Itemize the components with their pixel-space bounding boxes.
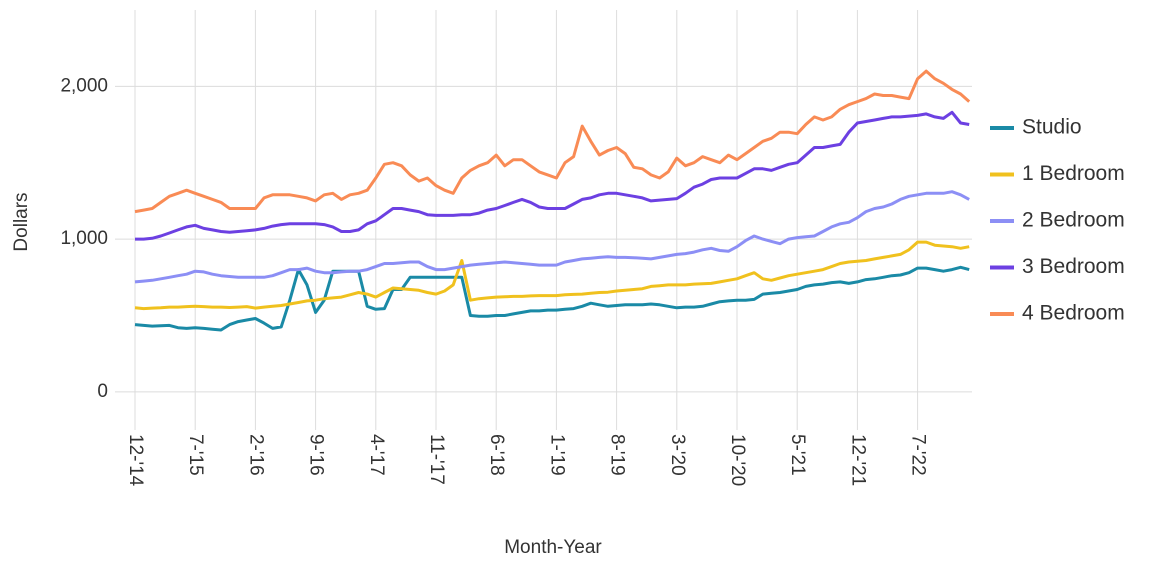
- legend-label: 2 Bedroom: [1022, 209, 1125, 232]
- y-axis-label: Dollars: [11, 192, 32, 251]
- x-axis-label: Month-Year: [504, 537, 602, 558]
- legend-label: 4 Bedroom: [1022, 302, 1125, 325]
- x-tick-label: 7-'15: [185, 434, 206, 476]
- x-tick-label: 5-'21: [787, 434, 808, 476]
- x-tick-label: 8-'19: [607, 434, 628, 476]
- x-tick-label: 12-'21: [847, 434, 868, 486]
- x-tick-label: 3-'20: [667, 434, 688, 476]
- x-tick-label: 1-'19: [546, 434, 567, 476]
- x-tick-label: 7-'22: [908, 434, 929, 476]
- series-line: [134, 69, 971, 214]
- y-tick-label: 1,000: [60, 228, 108, 249]
- x-tick-label: 12-'14: [125, 434, 146, 487]
- y-tick-label: 2,000: [60, 75, 108, 96]
- y-tick-label: 0: [97, 381, 108, 402]
- series-line: [134, 265, 970, 332]
- series-line: [134, 240, 970, 311]
- x-tick-label: 2-'16: [245, 434, 266, 476]
- series-line: [134, 190, 970, 284]
- legend-label: 1 Bedroom: [1022, 162, 1125, 185]
- x-tick-label: 10-'20: [727, 434, 748, 486]
- x-tick-label: 4-'17: [366, 434, 387, 476]
- x-tick-label: 6-'18: [486, 434, 507, 476]
- legend-label: Studio: [1022, 116, 1082, 139]
- x-tick-label: 11-'17: [426, 434, 447, 485]
- legend-label: 3 Bedroom: [1022, 255, 1125, 278]
- x-tick-label: 9-'16: [306, 434, 327, 476]
- series-line: [135, 110, 970, 241]
